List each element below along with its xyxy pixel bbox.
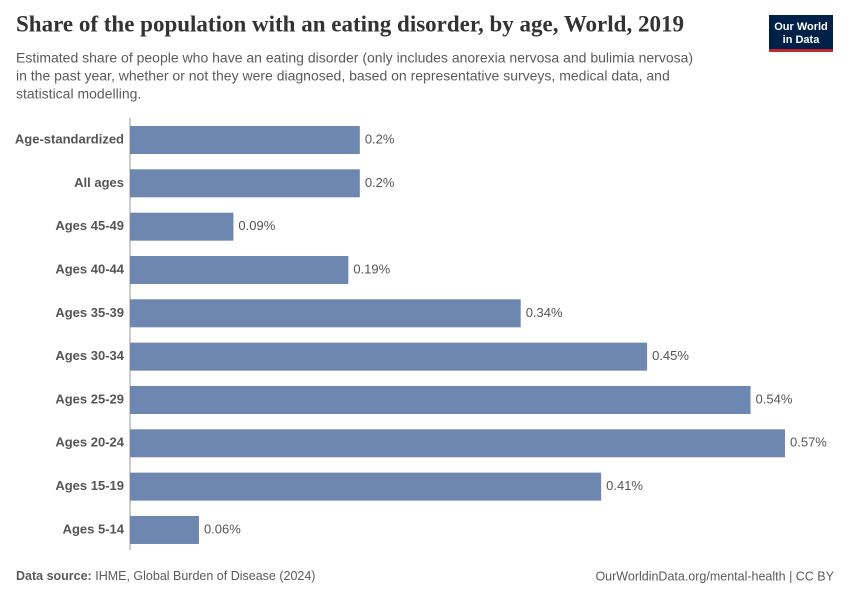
bar	[130, 255, 349, 284]
y-tick-label: Ages 35-39	[55, 305, 124, 320]
y-tick-label: All ages	[74, 175, 124, 190]
data-label: 0.2%	[365, 131, 395, 146]
bar	[130, 515, 199, 544]
bar	[130, 169, 360, 198]
subtitle: statistical modelling.	[16, 86, 141, 102]
chart-title: Share of the population with an eating d…	[16, 11, 684, 36]
data-label: 0.19%	[353, 261, 390, 276]
logo-text[interactable]: in Data	[783, 34, 821, 46]
data-label: 0.09%	[238, 218, 275, 233]
bar	[130, 126, 360, 154]
logo-stripe	[769, 49, 833, 52]
source-text: IHME, Global Burden of Disease (2024)	[95, 569, 315, 583]
y-tick-label: Ages 30-34	[55, 348, 124, 363]
bar	[130, 299, 521, 328]
bar	[130, 212, 234, 241]
subtitle: Estimated share of people who have an ea…	[16, 50, 693, 66]
bar	[130, 429, 785, 458]
data-label: 0.57%	[790, 435, 827, 450]
bar	[130, 385, 751, 414]
bar	[130, 472, 602, 501]
bar	[130, 342, 648, 371]
data-label: 0.41%	[606, 478, 643, 493]
y-tick-label: Ages 15-19	[55, 478, 124, 493]
data-label: 0.34%	[526, 305, 563, 320]
source: Data source: IHME, Global Burden of Dise…	[16, 569, 315, 583]
y-tick-label: Age-standardized	[15, 131, 124, 146]
y-tick-label: Ages 45-49	[55, 218, 124, 233]
url[interactable]: OurWorldinData.org/mental-health | CC BY	[595, 569, 834, 583]
subtitle: in the past year, whether or not they we…	[16, 68, 670, 84]
y-tick-label: Ages 25-29	[55, 391, 124, 406]
data-label: 0.45%	[652, 348, 689, 363]
data-label: 0.06%	[204, 521, 241, 536]
y-tick-label: Ages 40-44	[55, 261, 124, 276]
logo-box[interactable]	[769, 15, 833, 52]
logo-text[interactable]: Our World	[774, 21, 828, 33]
y-tick-label: Ages 5-14	[63, 521, 125, 536]
data-label: 0.54%	[756, 391, 793, 406]
data-label: 0.2%	[365, 175, 395, 190]
source-label: Data source:	[16, 569, 92, 583]
y-tick-label: Ages 20-24	[55, 435, 124, 450]
